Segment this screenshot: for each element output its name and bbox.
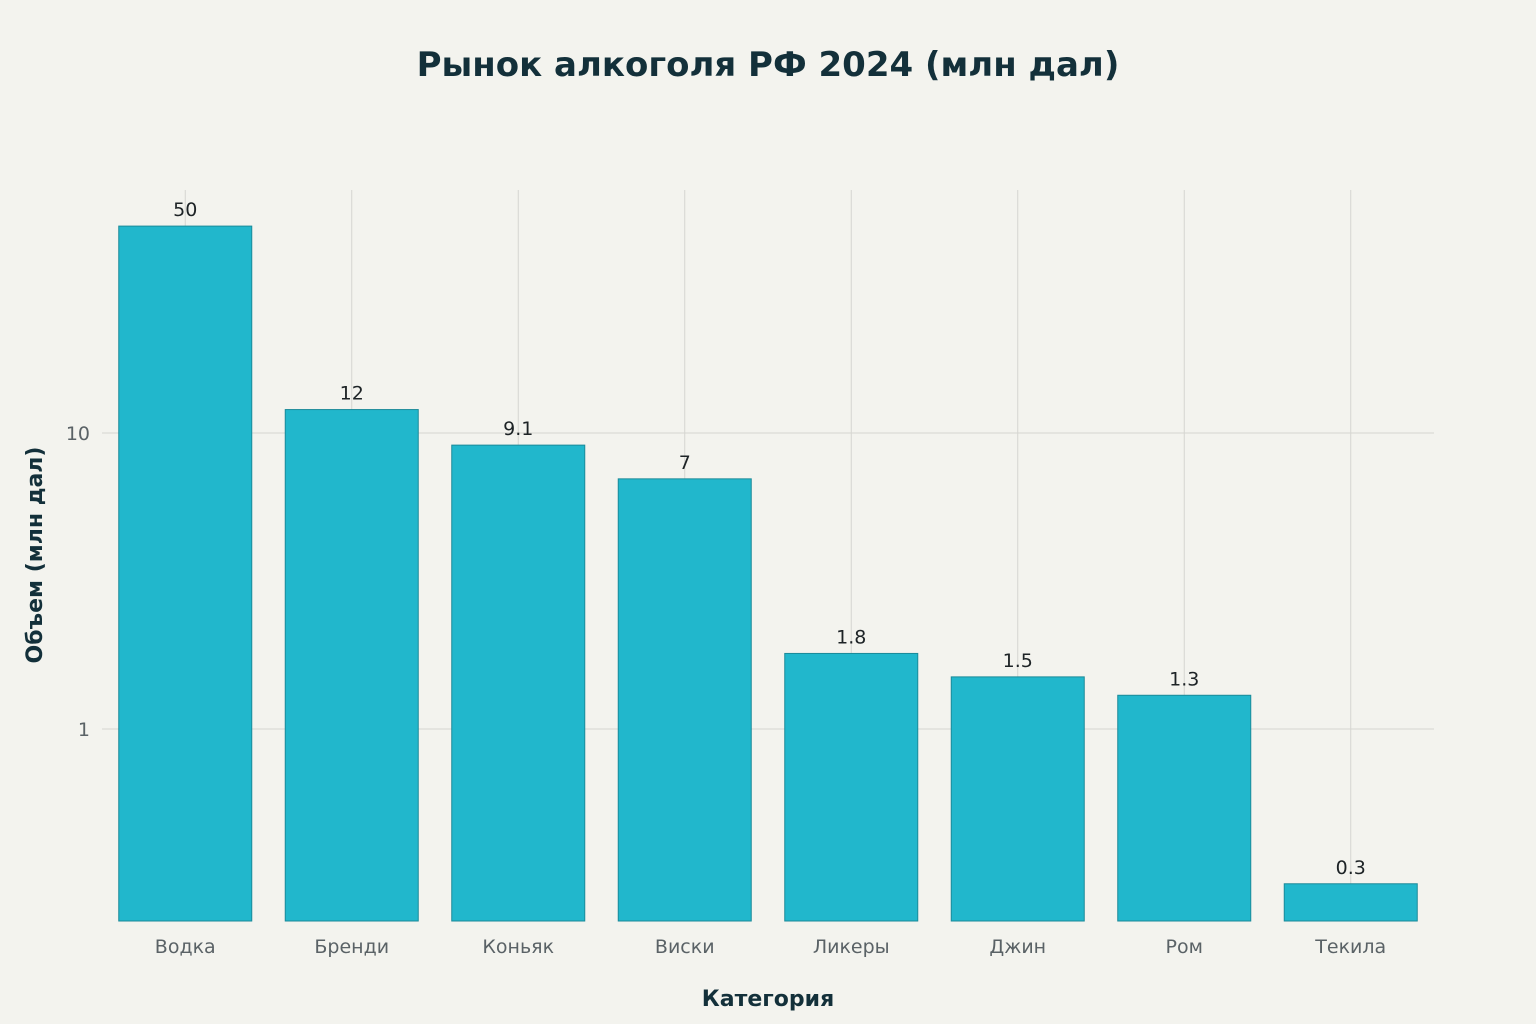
x-tick-label: Виски — [655, 936, 715, 958]
value-label: 12 — [340, 383, 364, 405]
bars — [118, 225, 1418, 922]
x-tick-label: Коньяк — [482, 936, 554, 958]
x-tick-label: Ром — [1166, 936, 1203, 958]
x-axis-title: Категория — [702, 987, 834, 1012]
y-tick-label: 10 — [66, 423, 90, 445]
bar-2 — [284, 409, 419, 922]
bar-8 — [1283, 883, 1418, 922]
bar-6 — [950, 676, 1085, 922]
bar-3 — [451, 444, 586, 922]
value-label: 9.1 — [503, 418, 533, 440]
y-tick-label: 1 — [78, 719, 90, 741]
y-axis-ticks: 1 10 — [66, 423, 90, 741]
value-labels: 50 12 9.1 7 1.8 1.5 1.3 0.3 — [173, 199, 1366, 879]
x-tick-label: Бренди — [314, 936, 389, 958]
value-label: 1.3 — [1169, 668, 1199, 690]
x-tick-label: Водка — [155, 936, 216, 958]
bar-7 — [1117, 694, 1252, 922]
bar-5 — [784, 652, 919, 922]
value-label: 50 — [173, 199, 197, 221]
x-tick-label: Текила — [1314, 936, 1386, 958]
chart-title: Рынок алкоголя РФ 2024 (млн дал) — [417, 45, 1120, 85]
x-tick-label: Джин — [989, 936, 1046, 958]
bar-4 — [617, 478, 752, 922]
value-label: 1.5 — [1003, 650, 1033, 672]
value-label: 7 — [679, 452, 691, 474]
x-axis-ticks: Водка Бренди Коньяк Виски Ликеры Джин Ром Текил… — [155, 936, 1386, 958]
x-tick-label: Ликеры — [813, 936, 890, 958]
value-label: 1.8 — [836, 626, 866, 648]
value-label: 0.3 — [1336, 857, 1366, 879]
y-axis-title: Объем (млн дал) — [23, 447, 48, 664]
bar-1 — [118, 225, 253, 922]
